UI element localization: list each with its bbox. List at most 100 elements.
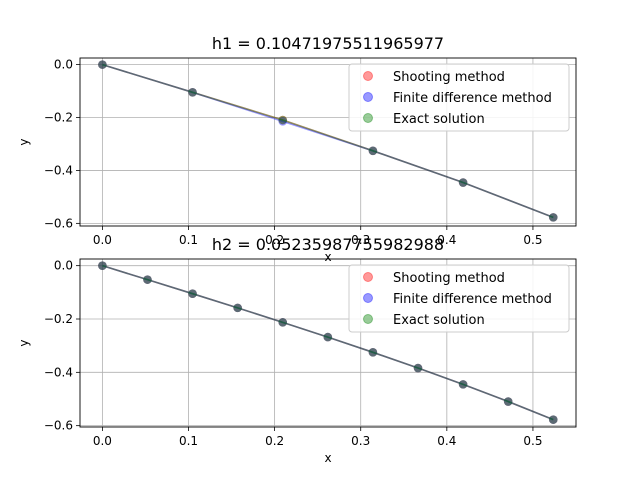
data-point [98,60,107,69]
x-tick-label: 0.2 [265,434,284,448]
data-point [323,332,333,342]
data-point [278,318,288,327]
data-point [98,261,107,270]
legend-marker [363,92,373,102]
x-tick-label: 0.0 [93,233,112,247]
data-point [98,261,107,270]
data-point [143,275,152,284]
chart-title: h1 = 0.10471975511965977 [212,34,444,53]
legend-label: Shooting method [393,271,505,286]
data-point [548,415,558,424]
data-point [98,60,107,69]
legend-marker [363,314,373,324]
y-tick-label: −0.6 [44,419,73,433]
legend-label: Finite difference method [393,292,552,307]
data-point [368,146,378,156]
data-point [323,332,333,342]
data-point [188,289,197,298]
data-point [548,415,558,424]
x-axis-label: x [324,451,331,465]
legend: Shooting method Finite difference method E… [348,264,570,333]
legend-label: Shooting method [393,70,505,85]
data-point [188,289,197,298]
x-tick-label: 0.5 [523,233,542,247]
legend: Shooting method Finite difference method E… [348,63,570,132]
x-tick-label: 0.1 [179,434,198,448]
legend-marker [363,113,373,123]
data-point [143,275,152,284]
data-point [458,178,468,187]
series-3 [98,261,558,424]
x-tick-label: 0.5 [523,434,542,448]
data-point [233,303,242,313]
data-point [278,115,288,125]
series-1 [98,60,558,222]
data-point [233,303,242,313]
x-tick-label: 0.2 [265,233,284,247]
series-line [102,264,554,421]
x-tick-label: 0.3 [351,434,370,448]
y-tick-label: 0.0 [54,259,73,273]
data-point [233,303,242,313]
data-point [413,363,423,373]
chart-title: h2 = 0.05235987755982988 [212,235,444,254]
series-1 [98,261,558,424]
x-tick-label: 0.1 [179,233,198,247]
data-point [548,213,558,222]
x-tick-label: 0.3 [351,233,370,247]
legend-box [348,63,570,132]
series-3 [98,60,558,222]
legend-box [348,264,570,333]
data-point [278,117,288,126]
subplot-2: h2 = 0.05235987755982988 0.0 0.1 0.2 0.3 0.4 0… [17,235,577,465]
series-line [102,63,554,219]
axes-frame [79,258,577,428]
legend-label: Exact solution [393,313,485,328]
data-point [323,332,333,342]
subplot-1: h1 = 0.10471975511965977 0.0 0.1 0.2 0.3 0.4 0… [17,34,577,264]
data-point [458,380,468,389]
x-tick-label: 0.4 [437,233,456,247]
y-tick-label: 0.0 [54,58,73,72]
y-tick-label: −0.6 [44,216,73,230]
data-point [368,348,378,357]
series-2 [98,261,558,424]
y-tick-label: −0.4 [44,163,73,177]
y-tick-label: −0.2 [44,312,73,326]
data-point [458,380,468,389]
series-2 [98,60,558,222]
data-point [188,289,197,298]
series-line [102,63,554,219]
data-point [503,397,513,406]
legend-label: Finite difference method [393,91,552,106]
data-point [548,415,558,424]
x-axis-label: x [324,250,331,264]
data-point [278,115,288,125]
y-axis-label: y [17,339,31,346]
data-point [548,213,558,222]
subplots: h1 = 0.10471975511965977 0.0 0.1 0.2 0.3 0.4 0… [17,34,577,465]
data-point [368,348,378,357]
data-point [458,178,468,187]
y-axis-label: y [17,138,31,145]
data-point [188,88,197,97]
data-point [413,363,423,373]
data-point [458,178,468,187]
data-point [368,146,378,156]
data-point [98,60,107,69]
x-tick-label: 0.4 [437,434,456,448]
legend-label: Exact solution [393,112,485,127]
data-point [188,88,197,97]
series-line [102,264,554,421]
series-line [102,264,554,421]
y-tick-label: −0.2 [44,111,73,125]
data-point [278,318,288,327]
data-point [548,213,558,222]
data-point [368,146,378,156]
series-line [102,63,554,219]
axes-frame [79,57,577,227]
data-point [413,363,423,373]
data-point [143,275,152,284]
data-point [368,348,378,357]
data-point [188,88,197,97]
